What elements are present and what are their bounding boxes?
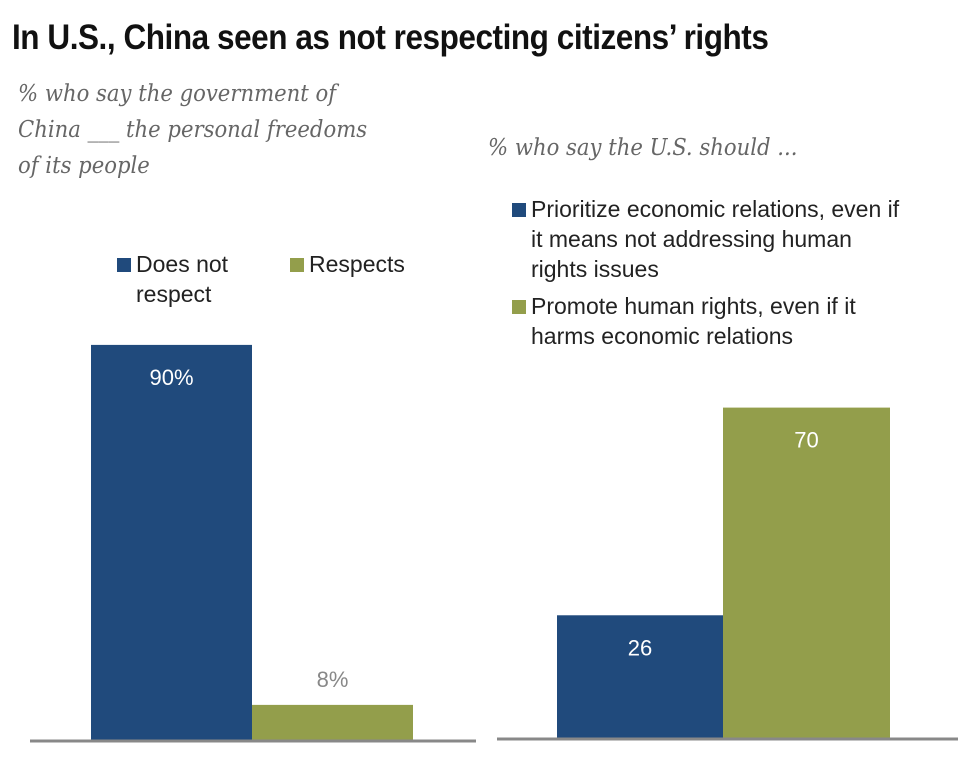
bar-left-0 [91,344,252,740]
data-label: 8% [317,667,349,692]
legend-text: it means not addressing human [531,226,852,252]
legend-swatch-green [512,300,526,314]
subtitle-line: % who say the government of [18,81,337,107]
legend-text: Prioritize economic relations, even if [531,196,900,222]
left-chart-subtitle: % who say the government of China ___ th… [18,76,367,184]
legend-item-prioritize-economic: Prioritize economic relations, even if i… [512,194,900,284]
data-label: 26 [628,635,652,660]
data-label: 70 [794,428,818,453]
legend-text: harms economic relations [531,323,794,349]
legend-swatch-blue [512,203,526,217]
subtitle-line: of its people [18,153,150,179]
data-label: 90% [149,365,193,390]
legend-item-promote-human-rights: Promote human rights, even if it harms e… [512,291,856,351]
legend-item-does-not-respect: Does not respect [117,249,229,309]
legend-text: respect [136,281,212,307]
right-chart-subtitle: % who say the U.S. should ... [488,130,797,166]
legend-text: Promote human rights, even if it [531,293,856,319]
bar-right-1 [723,407,890,738]
legend-text: rights issues [531,256,659,282]
chart-title: In U.S., China seen as not respecting ci… [12,18,769,57]
bar-right-0 [557,615,723,738]
legend-swatch-blue [117,258,131,272]
legend-text: Does not [136,251,229,277]
bar-left-1 [252,704,413,740]
legend-item-respects: Respects [290,249,405,279]
subtitle-line: China ___ the personal freedoms [18,117,368,143]
subtitle-line: % who say the U.S. should ... [488,135,798,161]
legend-swatch-green [290,258,304,272]
legend-text: Respects [309,251,405,277]
